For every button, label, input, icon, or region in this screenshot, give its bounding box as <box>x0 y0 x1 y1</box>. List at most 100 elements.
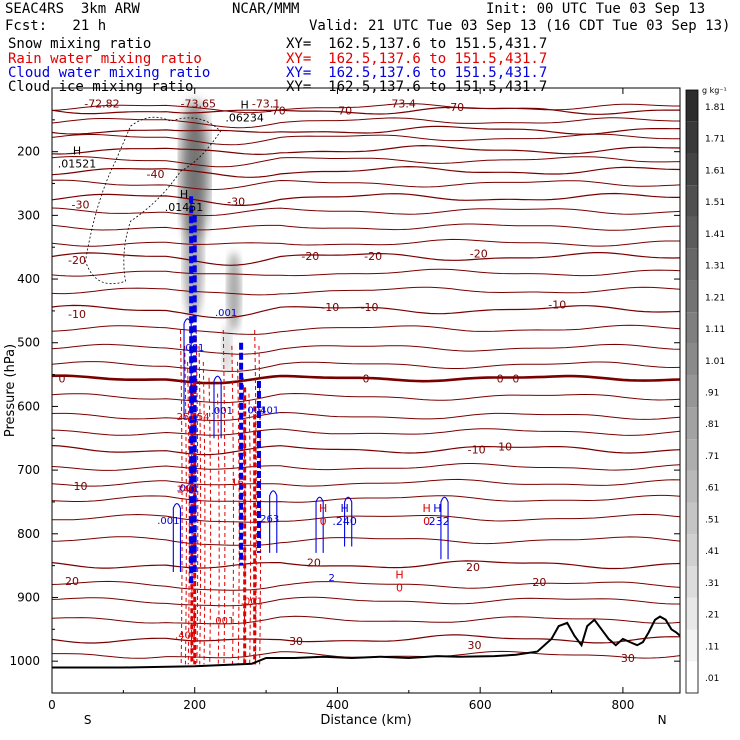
maximum-marker: H <box>73 145 81 158</box>
rain-contour-label: 54 <box>197 412 210 423</box>
cloud-maximum-value: .240 <box>332 515 357 528</box>
cloud-water-contour <box>269 490 278 553</box>
maximum-marker: H <box>241 99 249 112</box>
isotherm-label: -10 <box>548 299 566 312</box>
cloud-contour-label: .001 <box>215 308 237 319</box>
x-tick-label: 600 <box>469 698 492 712</box>
isotherm-label: 0 <box>58 372 65 385</box>
colorbar-swatch <box>686 185 698 217</box>
colorbar-label: 1.61 <box>705 166 725 176</box>
colorbar-label: 1.41 <box>705 230 725 240</box>
isotherm-line <box>52 494 680 503</box>
colorbar-label: .21 <box>705 611 719 621</box>
isotherm-label: 20 <box>466 561 480 574</box>
y-tick-label: 200 <box>17 145 40 159</box>
rain-contour-label: 16 <box>231 478 244 489</box>
valid-time-label: Valid: 21 UTC Tue 03 Sep 13 (16 CDT Tue … <box>309 18 731 34</box>
colorbar-swatch <box>686 312 698 344</box>
cloud-contour-label: 2 <box>329 573 335 584</box>
rain-contour-label: 251 <box>177 412 196 423</box>
isotherm-label: 20 <box>65 575 79 588</box>
isotherm-line <box>52 478 680 487</box>
isotherm-label: -20 <box>301 250 319 263</box>
isotherm-label: -73.1 <box>252 97 280 110</box>
isotherm-label: -30 <box>72 199 90 212</box>
colorbar-label: .51 <box>705 515 719 525</box>
isotherm-line <box>52 103 680 114</box>
colorbar-unit: g kg⁻¹ <box>702 86 727 95</box>
isotherm-line <box>52 596 680 607</box>
x-tick-label: 800 <box>611 698 634 712</box>
rain-contour <box>195 329 199 665</box>
cloud-contour-label: .001 <box>211 406 233 417</box>
rain-contour <box>254 329 257 665</box>
isotherm-label: -73.65 <box>181 97 216 110</box>
field-cloud-ice-xy: XY= 162.5,137.6 to 151.5,431.7 <box>286 79 548 95</box>
isotherm-label: -73.4 <box>387 97 415 110</box>
x-tick-label: 400 <box>326 698 349 712</box>
isotherm-label: -30 <box>227 195 245 208</box>
isotherm-label: -10 <box>361 301 379 314</box>
cloud-water-contour <box>440 496 449 560</box>
isotherm-label: 20 <box>532 576 546 589</box>
terrain-line <box>52 615 680 669</box>
init-time-label: Init: 00 UTC Tue 03 Sep 13 <box>486 1 706 17</box>
rain-contour <box>187 361 190 665</box>
center-label: NCAR/MMM <box>232 1 300 17</box>
colorbar-label: .91 <box>705 389 719 399</box>
isotherm-line <box>52 165 680 178</box>
isotherm-label: -70 <box>268 104 286 117</box>
maximum-value: .06234 <box>225 112 264 125</box>
isotherm-label: -72.82 <box>84 97 119 110</box>
colorbar-label: 1.81 <box>705 103 725 113</box>
freezing-level-line <box>52 374 680 385</box>
colorbar-swatch <box>686 661 698 693</box>
y-tick-label: 800 <box>17 527 40 541</box>
cloud-maximum-marker: H <box>433 502 441 515</box>
colorbar-swatch <box>686 502 698 535</box>
rain-contour <box>198 345 202 665</box>
isotherm-line <box>52 252 680 266</box>
isotherm-line <box>52 411 680 422</box>
rain-maximum-marker: H <box>319 502 327 515</box>
colorbar-swatch <box>686 90 698 122</box>
rain-maximum-marker: H <box>423 502 431 515</box>
colorbar-swatch <box>686 534 698 567</box>
rain-maximum-value: 0 <box>423 515 430 528</box>
colorbar-swatch <box>686 121 698 154</box>
rain-contour-label: .001 <box>241 597 263 608</box>
isotherm-label: 30 <box>621 652 635 665</box>
colorbar-label: 1.21 <box>705 293 725 303</box>
cloud-contour-label: 263 <box>260 514 279 525</box>
cloud-contour-label: .001 <box>182 343 204 354</box>
isotherm-label: -10 <box>468 444 486 457</box>
snow-plume-tail <box>221 324 232 375</box>
x-tick-label: 200 <box>183 698 206 712</box>
isotherm-label: 30 <box>289 635 303 648</box>
rain-contour <box>179 329 183 665</box>
isotherm-line <box>52 133 680 146</box>
rain-contour <box>231 345 234 665</box>
colorbar-label: .61 <box>705 484 719 494</box>
colorbar-swatch <box>686 153 698 186</box>
rain-contour <box>208 377 212 665</box>
rain-contour <box>202 361 206 665</box>
colorbar-swatch <box>686 629 698 662</box>
cloud-contour-label: .001 <box>157 516 179 527</box>
isotherm-line <box>52 144 680 156</box>
endpoint-north-label: N <box>658 713 667 727</box>
y-tick-label: 600 <box>17 399 40 413</box>
isotherm-label: 30 <box>467 639 481 652</box>
y-tick-label: 400 <box>17 272 40 286</box>
y-tick-label: 300 <box>17 208 40 222</box>
isotherm-line <box>52 286 680 296</box>
colorbar-swatch <box>686 597 698 630</box>
colorbar-label: 1.71 <box>705 135 725 145</box>
isotherm-line <box>52 238 680 247</box>
rain-contour <box>248 393 252 665</box>
field-cloud-water-label: Cloud water mixing ratio <box>8 65 211 81</box>
cloud-contour-label: 401 <box>260 406 279 417</box>
rain-contour <box>258 345 262 665</box>
rain-contour <box>237 361 240 665</box>
cloud-water-contour <box>315 496 324 553</box>
